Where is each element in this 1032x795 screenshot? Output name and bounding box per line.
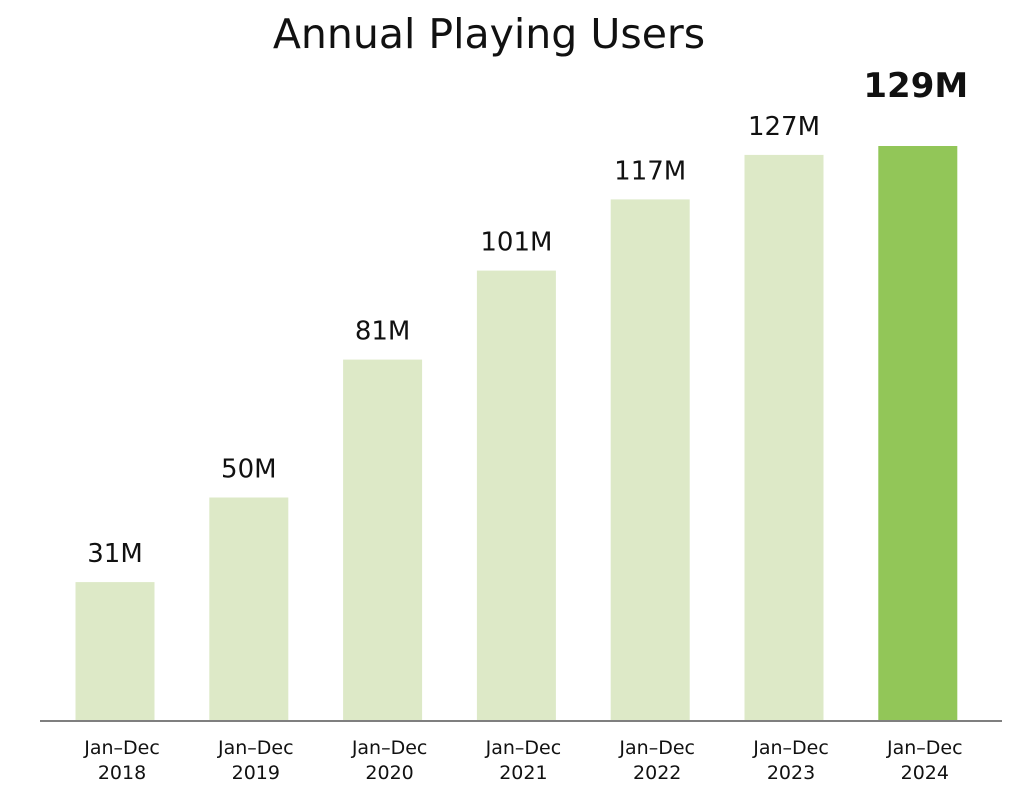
- bar-2018: [75, 582, 155, 720]
- bar-2024: [878, 146, 958, 720]
- chart-title: Annual Playing Users: [272, 10, 706, 58]
- x-tick-label-2024: Jan–Dec 2024: [886, 737, 963, 784]
- bars-group: [75, 146, 958, 720]
- data-label-2023: 127M: [748, 112, 820, 142]
- x-tick-label-2019: Jan–Dec 2019: [217, 737, 294, 784]
- bar-2019: [209, 497, 289, 720]
- bar-2020: [343, 359, 423, 720]
- data-labels-group: 31M 50M 81M 101M 117M 127M 129M: [87, 66, 968, 569]
- data-label-2024: 129M: [863, 66, 968, 106]
- bar-2021: [476, 270, 556, 720]
- data-label-2020: 81M: [355, 317, 411, 347]
- data-label-2022: 117M: [614, 156, 686, 186]
- data-label-2021: 101M: [480, 228, 552, 258]
- bar-2023: [744, 154, 824, 720]
- x-tick-labels-group: Jan–Dec 2018 Jan–Dec 2019 Jan–Dec 2020 Jan–Dec…: [83, 737, 962, 784]
- x-tick-label-2018: Jan–Dec 2018: [83, 737, 160, 784]
- data-label-2019: 50M: [221, 455, 277, 485]
- data-label-2018: 31M: [87, 539, 143, 569]
- x-tick-label-2021: Jan–Dec 2021: [485, 737, 562, 784]
- x-tick-label-2020: Jan–Dec 2020: [351, 737, 428, 784]
- x-tick-label-2023: Jan–Dec 2023: [752, 737, 829, 784]
- x-tick-label-2022: Jan–Dec 2022: [618, 737, 695, 784]
- bar-2022: [610, 199, 690, 720]
